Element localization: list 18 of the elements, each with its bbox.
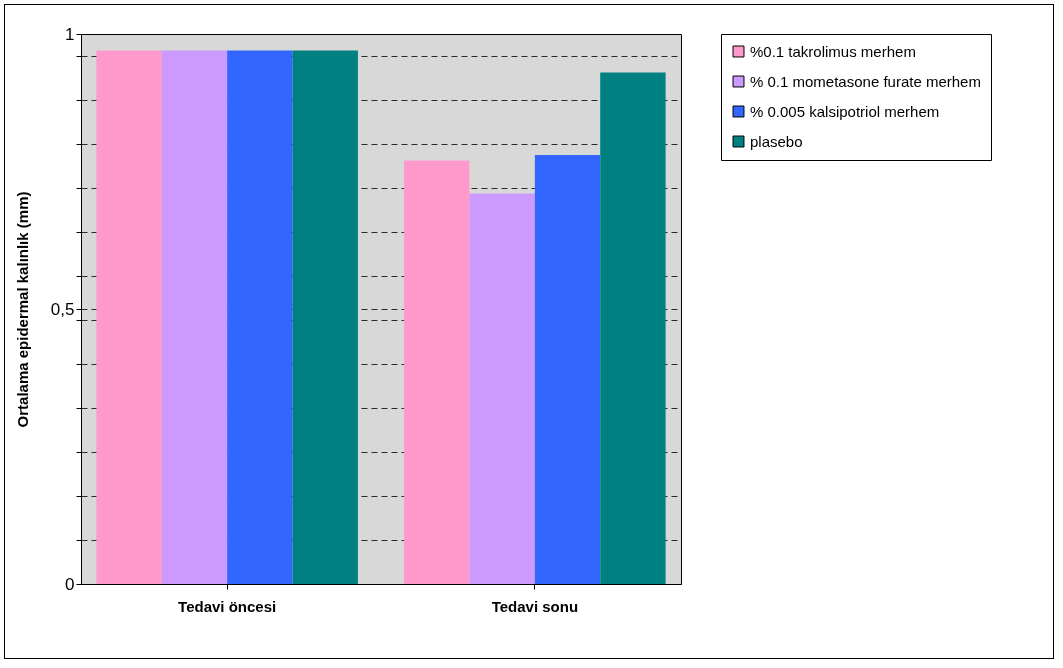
bar: [404, 160, 470, 584]
x-tick-label: Tedavi sonu: [491, 597, 579, 615]
y-tick-label: 0,5: [50, 299, 75, 319]
y-axis-title: Ortalama epidermal kalınlık (mm): [13, 191, 31, 428]
x-tick-label: Tedavi öncesi: [178, 597, 277, 615]
bar: [469, 193, 535, 584]
legend-label: % 0.005 kalsipotriol merhem: [750, 102, 940, 120]
y-tick-label: 0: [65, 574, 75, 594]
legend-label: plasebo: [750, 132, 803, 150]
bar: [227, 50, 293, 584]
bar: [96, 50, 162, 584]
legend-label: %0.1 takrolimus merhem: [750, 42, 916, 60]
bar: [600, 72, 666, 584]
bar: [534, 155, 601, 584]
y-tick-label: 1: [65, 24, 75, 44]
legend-label: % 0.1 mometasone furate merhem: [750, 72, 981, 90]
bar: [161, 50, 228, 584]
bar: [292, 50, 358, 584]
